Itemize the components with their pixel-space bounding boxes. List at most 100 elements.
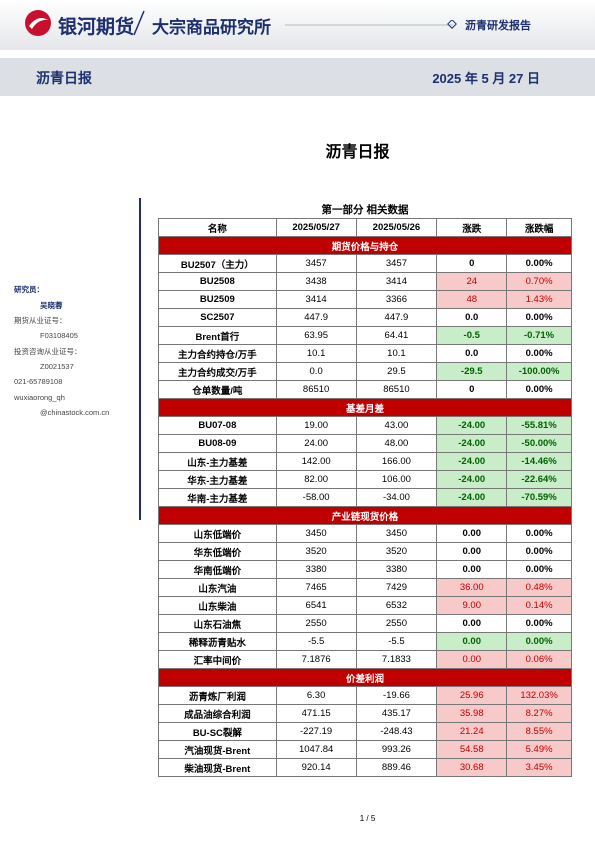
table-cell: 447.9	[277, 309, 357, 326]
table-cell: 6541	[277, 597, 357, 614]
table-cell: 54.58	[437, 741, 508, 758]
table-cell: 0.70%	[507, 273, 572, 290]
table-cell: BU2507（主力）	[159, 255, 277, 272]
header-cell: 2025/05/27	[277, 219, 357, 236]
header-cell: 涨跌幅	[507, 219, 572, 236]
banner: 沥青日报 2025 年 5 月 27 日	[0, 58, 595, 96]
section-title: 产业链现货价格	[159, 507, 572, 524]
data-row: 沥青炼厂利润 6.30 -19.66 25.96 132.03%	[158, 687, 572, 705]
data-row: 柴油现货-Brent 920.14 889.46 30.68 3.45%	[158, 759, 572, 777]
table-cell: 5.49%	[507, 741, 572, 758]
table-cell: 柴油现货-Brent	[159, 759, 277, 776]
data-row: BU08-09 24.00 48.00 -24.00 -50.00%	[158, 435, 572, 453]
table-cell: 0.00	[437, 633, 508, 650]
table-cell: 471.15	[277, 705, 357, 722]
table-cell: -50.00%	[507, 435, 572, 452]
table-cell: 0.00	[437, 543, 508, 560]
table-cell: 仓单数量/吨	[159, 381, 277, 398]
table-cell: 3380	[357, 561, 438, 578]
table-cell: 0.00%	[507, 255, 572, 272]
data-row: 山东汽油 7465 7429 36.00 0.48%	[158, 579, 572, 597]
table-cell: 3520	[277, 543, 357, 560]
table-cell: -0.5	[437, 327, 508, 344]
table-cell: 8.55%	[507, 723, 572, 740]
table-cell: 30.68	[437, 759, 508, 776]
table-cell: 993.26	[357, 741, 438, 758]
data-row: 华东低端价 3520 3520 0.00 0.00%	[158, 543, 572, 561]
table-cell: 43.00	[357, 417, 438, 434]
table-cell: 166.00	[357, 453, 438, 470]
side-rule	[139, 198, 141, 520]
table-cell: 0.00	[437, 525, 508, 542]
table-cell: 435.17	[357, 705, 438, 722]
data-table: 第一部分 相关数据 名称 2025/05/27 2025/05/26 涨跌 涨跌幅 期货价格…	[158, 200, 572, 777]
sidebar: 研究员： 吴晓蓉 期货从业证号： F03108405 投资咨询从业证号： Z0021537…	[14, 284, 134, 424]
sidebar-line: Z0021537	[40, 361, 74, 371]
logo-text: 银河期货	[58, 17, 135, 38]
table-cell: 106.00	[357, 471, 438, 488]
table-cell: 7.1876	[277, 651, 357, 668]
table-cell: BU-SC裂解	[159, 723, 277, 740]
table-cell: 3414	[357, 273, 438, 290]
table-cell: -58.00	[277, 489, 357, 506]
table-cell: 0.00%	[507, 309, 572, 326]
divider	[133, 10, 145, 36]
data-row: 稀释沥青贴水 -5.5 -5.5 0.00 0.00%	[158, 633, 572, 651]
table-cell: 0	[437, 381, 508, 398]
table-cell: -0.71%	[507, 327, 572, 344]
table-cell: 25.96	[437, 687, 508, 704]
header-cell: 2025/05/26	[357, 219, 438, 236]
top-header: 银河期货 大宗商品研究所 沥青研发报告	[0, 0, 595, 50]
table-cell: 64.41	[357, 327, 438, 344]
table-cell: 24.00	[277, 435, 357, 452]
table-cell: Brent首行	[159, 327, 277, 344]
table-cell: 华南-主力基差	[159, 489, 277, 506]
table-cell: 主力合约成交/万手	[159, 363, 277, 380]
data-row: BU07-08 19.00 43.00 -24.00 -55.81%	[158, 417, 572, 435]
table-cell: 10.1	[357, 345, 438, 362]
header-cell: 名称	[159, 219, 277, 236]
sidebar-line: 021-65789108	[14, 377, 63, 386]
table-cell: 0.00	[437, 561, 508, 578]
table-cell: 0.00%	[507, 561, 572, 578]
doc-title: 沥青日报	[325, 144, 390, 161]
section-title: 价差利润	[159, 669, 572, 686]
table-cell: 1.43%	[507, 291, 572, 308]
report-type: 沥青研发报告	[465, 20, 531, 32]
table-cell: -29.5	[437, 363, 508, 380]
table-cell: BU2509	[159, 291, 277, 308]
table-cell: -34.00	[357, 489, 438, 506]
table-cell: 山东-主力基差	[159, 453, 277, 470]
section-row: 期货价格与持仓	[158, 237, 572, 255]
table-cell: BU07-08	[159, 417, 277, 434]
data-row: 华南-主力基差 -58.00 -34.00 -24.00 -70.59%	[158, 489, 572, 507]
table-cell: 沥青炼厂利润	[159, 687, 277, 704]
table-cell: 山东石油焦	[159, 615, 277, 632]
data-row: 山东-主力基差 142.00 166.00 -24.00 -14.46%	[158, 453, 572, 471]
table-cell: 0.00%	[507, 615, 572, 632]
table-cell: 华东-主力基差	[159, 471, 277, 488]
section-title: 基差月差	[159, 399, 572, 416]
table-cell: 0.0	[277, 363, 357, 380]
logo-icon	[25, 10, 51, 36]
table-cell: 成品油综合利润	[159, 705, 277, 722]
table-cell: 0.0	[437, 345, 508, 362]
table-cell: 主力合约持仓/万手	[159, 345, 277, 362]
table-cell: 447.9	[357, 309, 438, 326]
table-cell: 7429	[357, 579, 438, 596]
table-cell: 29.5	[357, 363, 438, 380]
table-cell: -248.43	[357, 723, 438, 740]
table-cell: 0.00%	[507, 381, 572, 398]
table-cell: SC2507	[159, 309, 277, 326]
sidebar-line: 研究员：	[14, 285, 44, 294]
table-cell: 0.14%	[507, 597, 572, 614]
table-cell: 0.48%	[507, 579, 572, 596]
sidebar-line: wuxiaorong_qh	[14, 392, 65, 402]
table-cell: 山东柴油	[159, 597, 277, 614]
table-cell: 82.00	[277, 471, 357, 488]
table-cell: 汇率中间价	[159, 651, 277, 668]
data-row: BU2508 3438 3414 24 0.70%	[158, 273, 572, 291]
table-cell: 36.00	[437, 579, 508, 596]
section-row: 价差利润	[158, 669, 572, 687]
